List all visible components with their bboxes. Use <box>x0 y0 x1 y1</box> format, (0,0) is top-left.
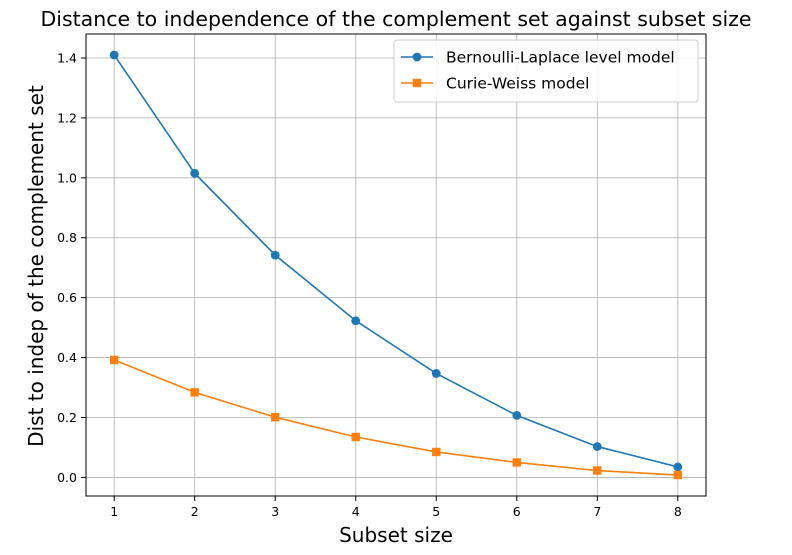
x-axis-ticks: 1 2 3 4 5 6 7 8 <box>110 496 682 519</box>
data-point-square <box>190 388 199 397</box>
x-tick-label: 8 <box>674 504 682 519</box>
data-point-square <box>109 355 119 365</box>
series-layer <box>109 50 683 480</box>
x-tick-label: 2 <box>191 504 199 519</box>
data-point-square <box>512 458 521 467</box>
x-tick-label: 5 <box>432 504 440 519</box>
y-tick-label: 0.8 <box>57 230 77 245</box>
legend-label: Bernoulli-Laplace level model <box>446 49 675 67</box>
legend-marker-circle <box>412 52 422 62</box>
data-point-circle <box>431 369 441 378</box>
grid-lines <box>86 34 706 496</box>
x-tick-label: 1 <box>110 504 118 519</box>
y-axis-title: Dist to indep of the complement set <box>24 85 48 447</box>
y-tick-label: 1.0 <box>57 170 77 185</box>
data-point-circle <box>512 411 522 420</box>
y-tick-label: 0.4 <box>57 350 77 365</box>
series-2 <box>109 355 683 480</box>
data-point-circle <box>592 442 602 451</box>
series-line <box>113 54 679 468</box>
legend: Bernoulli-Laplace level model Curie-Weiss… <box>393 39 699 103</box>
x-tick-label: 3 <box>271 504 279 519</box>
series-line <box>113 359 678 476</box>
x-tick-label: 6 <box>513 504 521 519</box>
legend-entry: Bernoulli-Laplace level model <box>401 49 675 67</box>
x-tick-label: 4 <box>352 504 360 519</box>
y-tick-label: 1.4 <box>57 50 77 65</box>
data-point-circle <box>190 168 200 178</box>
data-point-square <box>351 432 360 442</box>
legend-marker-square <box>412 78 422 88</box>
data-point-square <box>593 466 602 475</box>
chart-title: Distance to independence of the compleme… <box>40 7 751 31</box>
data-point-square <box>432 447 441 457</box>
legend-label: Curie-Weiss model <box>446 75 589 93</box>
y-tick-label: 0.6 <box>57 290 77 305</box>
data-point-square <box>673 470 683 480</box>
x-tick-label: 7 <box>593 504 601 519</box>
data-point-square <box>271 413 280 422</box>
plot-area-frame <box>85 33 707 497</box>
x-axis-title: Subset size <box>339 523 453 547</box>
data-point-circle <box>109 50 119 60</box>
data-point-circle <box>673 462 683 472</box>
legend-entry: Curie-Weiss model <box>401 75 589 93</box>
legend-box <box>393 39 699 103</box>
y-tick-label: 0.2 <box>57 410 77 425</box>
y-axis-ticks: 0.0 0.2 0.4 0.6 0.8 1.0 1.2 1.4 <box>57 50 86 485</box>
series-1 <box>109 50 683 472</box>
data-point-circle <box>351 316 361 326</box>
data-point-circle <box>270 250 280 260</box>
y-tick-label: 1.2 <box>57 110 77 125</box>
y-tick-label: 0.0 <box>57 470 77 485</box>
